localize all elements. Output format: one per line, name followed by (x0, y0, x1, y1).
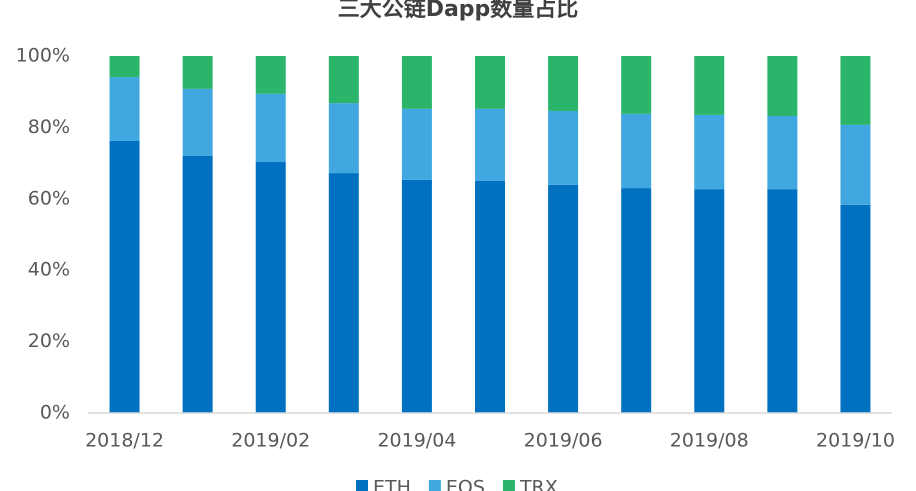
bar-segment (109, 77, 140, 141)
bar-segment (840, 204, 871, 413)
bar-segment (328, 173, 359, 413)
y-tick-label: 0% (40, 402, 70, 424)
chart-title: 三大公链Dapp数量占比 (338, 0, 579, 22)
y-tick-label: 60% (28, 187, 70, 209)
bar-segment (621, 113, 652, 189)
bar-segment (109, 56, 140, 78)
bar-segment (401, 56, 432, 109)
bar-segment (475, 56, 505, 109)
bar-segment (548, 110, 579, 185)
x-tick-label: 2018/12 (85, 430, 164, 452)
bar-segment (328, 103, 359, 174)
bar-segment (328, 56, 359, 104)
bar-segment (767, 56, 798, 116)
bar-segment (109, 140, 140, 413)
bar-segment (255, 56, 286, 94)
legend-label: ETH (373, 477, 411, 491)
legend-swatch (356, 480, 368, 491)
legend-swatch (502, 480, 515, 491)
bar-segment (767, 115, 798, 190)
legend-swatch (428, 480, 441, 491)
bar-segment (475, 180, 505, 413)
bar-segment (548, 184, 579, 413)
bar-segment (475, 108, 505, 181)
bar-segment (182, 155, 213, 413)
bar-segment (401, 108, 432, 180)
x-tick-label: 2019/02 (231, 430, 310, 452)
y-tick-label: 40% (28, 259, 70, 281)
legend-label: EOS (446, 477, 485, 491)
bar-segment (767, 189, 798, 413)
y-tick-label: 20% (28, 330, 70, 352)
bar-segment (840, 56, 871, 125)
bar-segment (621, 188, 652, 413)
x-tick-label: 2019/06 (524, 430, 603, 452)
bar-segment (255, 162, 286, 413)
bar-segment (548, 56, 579, 111)
bar-segment (621, 56, 652, 114)
bar-segment (840, 124, 871, 205)
x-tick-label: 2019/04 (377, 430, 456, 452)
x-tick-label: 2019/10 (816, 430, 895, 452)
y-tick-label: 80% (28, 116, 70, 138)
bar-segment (694, 56, 725, 115)
bar-segment (694, 189, 725, 413)
bar-segment (401, 179, 432, 413)
y-tick-label: 100% (16, 45, 70, 67)
bar-segment (694, 114, 725, 190)
legend-label: TRX (519, 477, 558, 491)
x-tick-label: 2019/08 (670, 430, 749, 452)
bar-segment (182, 56, 213, 89)
bar-segment (182, 88, 213, 156)
bar-segment (255, 93, 286, 163)
